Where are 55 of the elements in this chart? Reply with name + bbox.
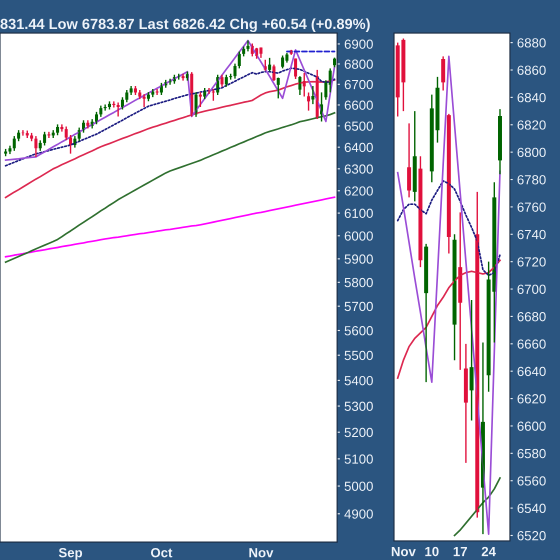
text: 831.44 Low 6783.87 Last 6826.42 Chg +60.54 (+0.89%) [0, 18, 370, 32]
y-tick-label: 5300 [344, 402, 373, 411]
x-tick-label: Oct [150, 548, 172, 558]
y-tick-label: 5800 [344, 278, 373, 288]
x-tick-label: Nov [392, 547, 416, 556]
y-tick-label: 6100 [344, 208, 373, 218]
y-tick-label: 6800 [518, 148, 546, 158]
y-tick-label: 6600 [344, 100, 373, 110]
y-tick-label: 4900 [344, 509, 373, 519]
line-series [454, 477, 501, 536]
x-tick-label: 17 [454, 547, 467, 556]
line-series [4, 40, 336, 161]
y-tick-label: 6560 [518, 476, 546, 486]
y-tick-label: 6400 [344, 142, 373, 152]
y-tick-label: 6600 [518, 422, 546, 431]
y-tick-label: 5000 [344, 482, 373, 491]
y-tick-label: 6860 [518, 66, 546, 75]
x-tick-label: 24 [482, 546, 496, 556]
y-tick-label: 6700 [518, 284, 546, 294]
y-tick-label: 6680 [518, 312, 546, 322]
y-tick-label: 6200 [344, 186, 373, 196]
line-series [396, 259, 501, 379]
y-tick-label: 6880 [518, 38, 546, 48]
y-tick-label: 6840 [518, 92, 546, 102]
x-tick-label: 10 [425, 546, 439, 556]
y-tick-label: 5700 [344, 302, 373, 312]
y-tick-label: 6660 [518, 339, 546, 349]
line-series [396, 180, 501, 276]
y-tick-label: 5600 [344, 326, 373, 336]
y-tick-label: 6900 [344, 40, 373, 49]
y-tick-label: 6800 [344, 60, 373, 69]
y-tick-label: 6520 [518, 531, 546, 540]
y-tick-label: 6000 [344, 231, 373, 241]
y-tick-label: 6820 [518, 120, 546, 130]
y-tick-label: 6580 [518, 448, 546, 458]
y-tick-label: 6720 [518, 257, 546, 267]
y-tick-label: 6620 [518, 394, 546, 404]
y-tick-label: 5500 [344, 350, 373, 360]
y-tick-label: 6540 [518, 504, 546, 514]
y-tick-label: 5400 [344, 376, 373, 386]
y-tick-label: 6640 [518, 366, 546, 376]
line-series [4, 112, 336, 263]
y-tick-label: 6300 [344, 164, 373, 174]
y-tick-label: 6700 [344, 80, 373, 90]
y-tick-label: 6780 [518, 175, 546, 184]
x-tick-label: Nov [249, 548, 274, 558]
y-tick-label: 5100 [344, 454, 373, 464]
y-tick-label: 5900 [344, 254, 373, 264]
y-tick-label: 6500 [344, 121, 373, 131]
y-tick-label: 6760 [518, 202, 546, 212]
x-tick-label: Sep [58, 548, 82, 560]
y-tick-label: 6740 [518, 230, 546, 240]
line-series [396, 55, 501, 535]
line-series [4, 196, 336, 258]
y-tick-label: 5200 [344, 428, 373, 438]
